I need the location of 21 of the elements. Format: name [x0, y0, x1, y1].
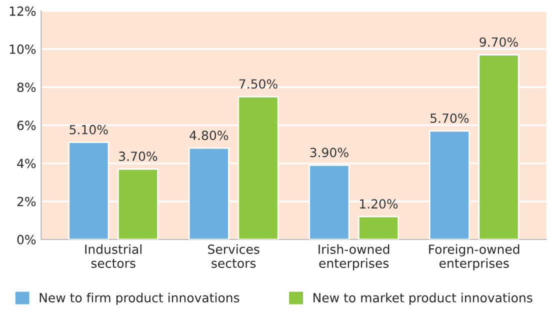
x-tick-label: Foreign-owned enterprises [429, 244, 520, 270]
data-label: 3.70% [119, 152, 158, 162]
x-tick-label: Irish-owned enterprises [318, 244, 390, 270]
x-tick-label: Industrial sectors [85, 244, 142, 268]
y-tick-label: 6% [17, 120, 36, 130]
y-tick-label: 4% [17, 158, 36, 168]
y-tick-label: 8% [17, 82, 36, 92]
y-tick-label: 2% [17, 196, 36, 206]
data-label: 3.90% [310, 148, 348, 158]
data-label: 1.20% [360, 199, 398, 209]
data-label: 4.80% [190, 130, 228, 140]
data-label: 9.70% [480, 37, 518, 47]
data-label: 5.70% [430, 113, 469, 123]
legend-label: New to market product innovations [314, 292, 532, 305]
x-tick-label: Services sectors [208, 244, 260, 268]
y-tick-label: 12% [10, 6, 36, 16]
y-tick-label: 0% [17, 234, 36, 244]
data-label: 5.10% [70, 124, 108, 134]
data-label: 7.50% [239, 79, 278, 89]
legend-label: New to firm product innovations [40, 292, 240, 305]
y-tick-label: 10% [10, 44, 36, 54]
